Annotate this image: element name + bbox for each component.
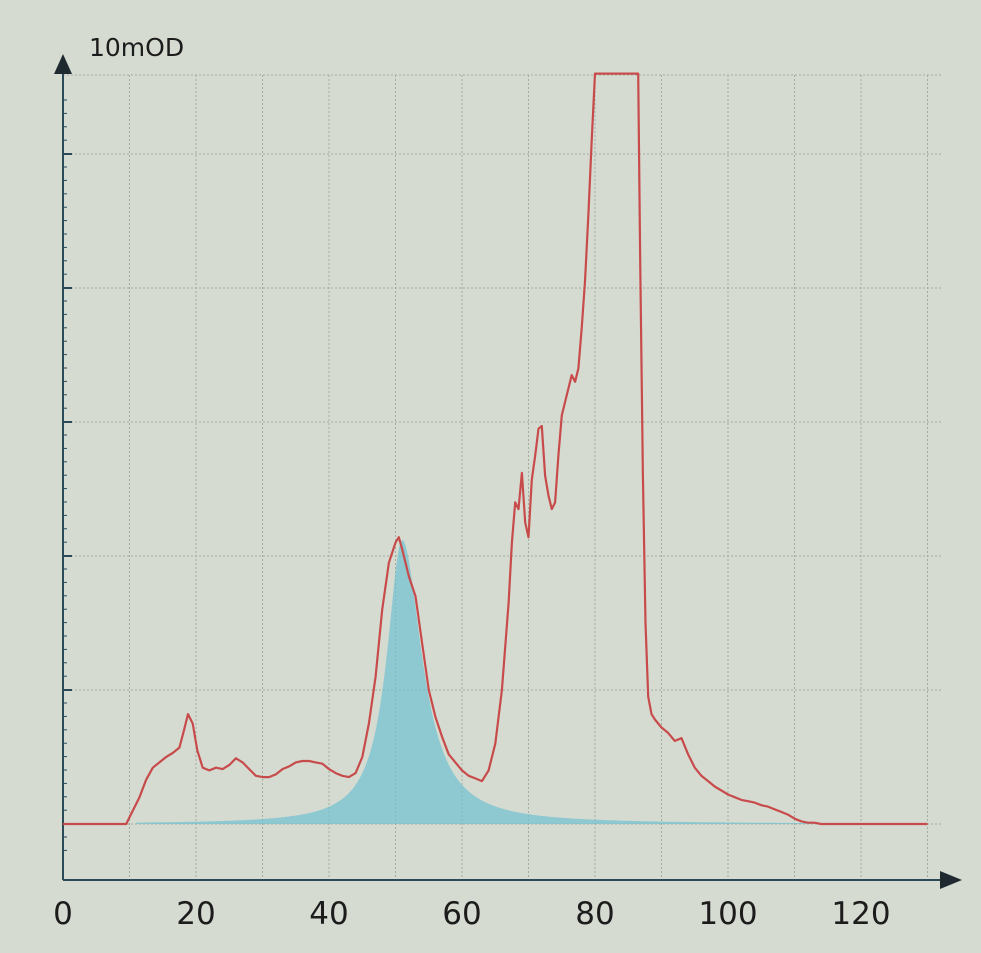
- x-tick-label: 100: [698, 896, 757, 932]
- x-tick-label: 60: [442, 896, 481, 932]
- axes: [54, 54, 962, 889]
- x-axis-arrow: [940, 871, 962, 889]
- y-ticks: [63, 99, 72, 851]
- y-axis-arrow: [54, 54, 72, 74]
- grid: [63, 74, 942, 880]
- x-tick-label: 40: [309, 896, 348, 932]
- x-tick-label: 0: [53, 896, 73, 932]
- y-unit-label: 10mOD: [89, 33, 184, 62]
- x-tick-labels: 0 20 40 60 80 100 120: [53, 896, 890, 932]
- peak-fill-area: [136, 539, 815, 824]
- x-tick-label: 80: [575, 896, 614, 932]
- x-tick-label: 20: [176, 896, 215, 932]
- x-tick-label: 120: [831, 896, 890, 932]
- absorbance-trace: [63, 72, 928, 826]
